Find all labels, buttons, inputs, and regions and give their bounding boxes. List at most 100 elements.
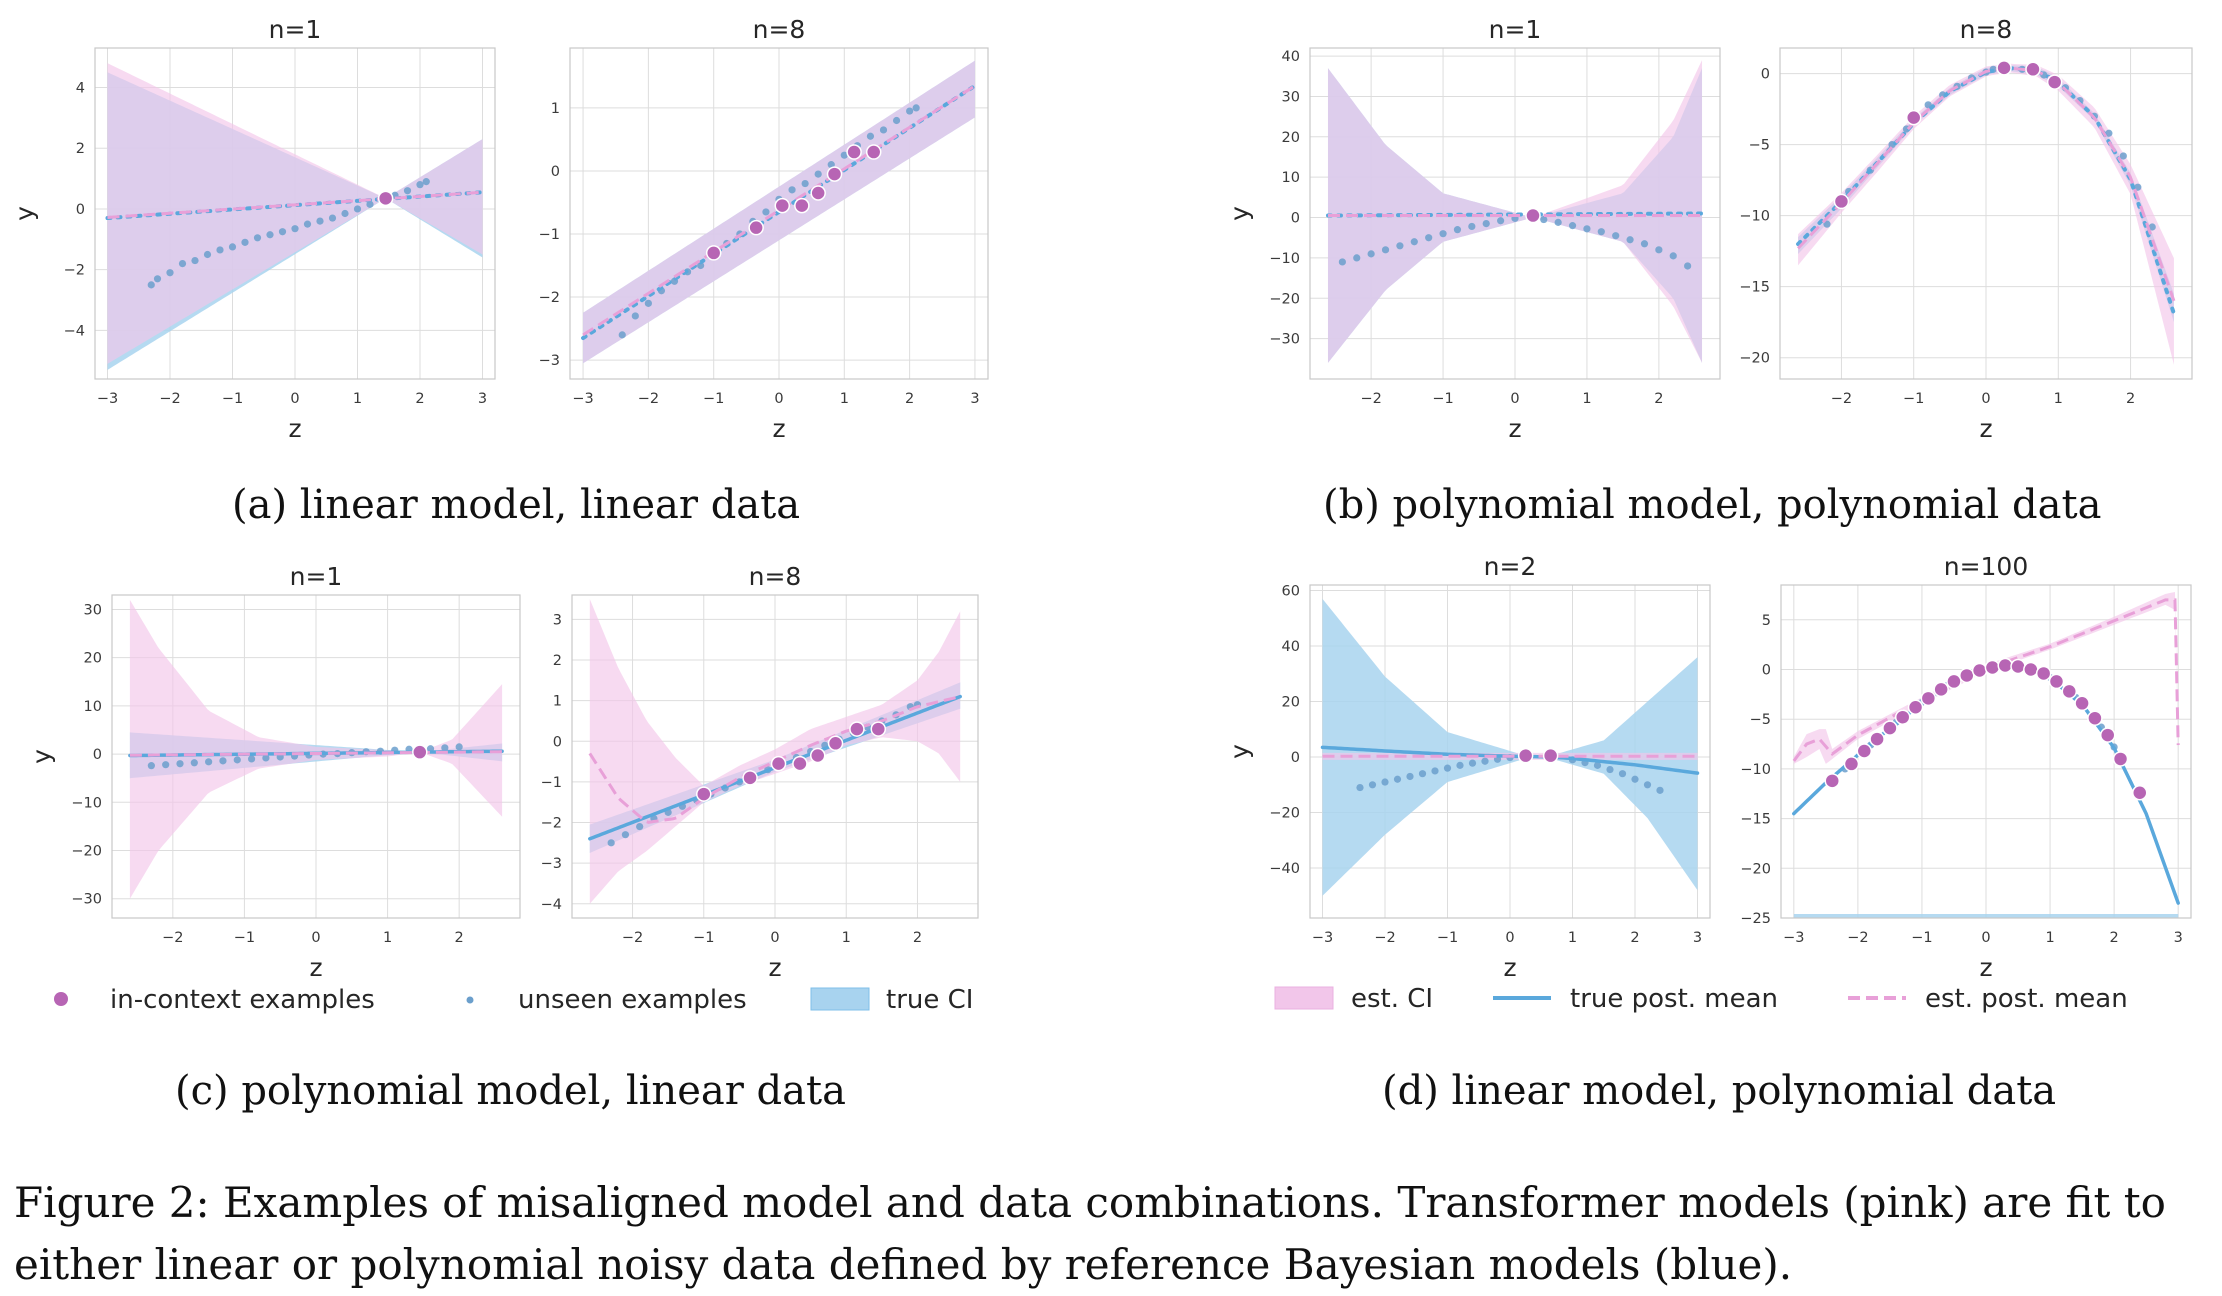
x-tick-label: 0 <box>1981 930 1990 946</box>
y-tick-label: 0 <box>1291 211 1300 227</box>
y-axis-label: y <box>1225 206 1254 221</box>
x-tick-label: −2 <box>622 930 643 946</box>
y-tick-label: −3 <box>539 353 560 369</box>
y-tick-label: −20 <box>1269 291 1300 307</box>
y-tick-label: −20 <box>1740 861 1771 877</box>
unseen-point <box>162 761 170 769</box>
y-tick-label: 4 <box>76 80 85 96</box>
unseen-point <box>353 205 362 213</box>
in-context-point <box>705 245 722 261</box>
y-tick-label: −1 <box>541 775 562 791</box>
x-axis-label: z <box>1979 414 1992 443</box>
x-tick-label: 1 <box>840 391 849 407</box>
y-tick-label: −40 <box>1269 861 1300 877</box>
est-mean-line <box>588 695 961 824</box>
unseen-point <box>1367 250 1375 258</box>
unseen-point <box>892 116 901 125</box>
legend-true-ci-label: true CI <box>886 985 973 1015</box>
legend-est-ci-label: est. CI <box>1351 984 1433 1014</box>
unseen-point <box>814 170 822 178</box>
unseen-point <box>1626 236 1634 244</box>
in-context-point <box>1996 60 2012 76</box>
plot-frame <box>571 594 979 919</box>
in-context-point <box>1843 756 1860 772</box>
unseen-point <box>422 178 430 186</box>
in-context-point <box>809 747 826 764</box>
unseen-point <box>1554 218 1562 226</box>
unseen-point <box>1418 770 1427 778</box>
est-ci-band <box>1327 60 1703 363</box>
in-context-point <box>1833 193 1850 210</box>
x-tick-label: 0 <box>1505 930 1514 946</box>
x-tick-label: 2 <box>415 391 424 407</box>
unseen-point <box>262 754 270 762</box>
y-tick-label: −2 <box>64 263 85 279</box>
unseen-point <box>1540 215 1548 224</box>
unseen-point <box>1643 781 1652 789</box>
unseen-point <box>1431 767 1439 775</box>
y-tick-label: 5 <box>1762 613 1771 629</box>
unseen-point <box>1381 246 1390 254</box>
unseen-point <box>840 151 848 159</box>
plot-frame <box>1779 47 2193 380</box>
plot-frame <box>111 594 521 919</box>
unseen-point <box>1425 234 1433 242</box>
in-context-point <box>1894 709 1911 725</box>
x-axis-label: z <box>309 953 322 982</box>
unseen-point <box>253 234 262 242</box>
in-context-point <box>1997 657 2013 674</box>
unseen-point <box>1823 220 1831 228</box>
x-tick-label: −1 <box>1432 391 1453 407</box>
unseen-point <box>441 744 449 752</box>
unseen-point <box>801 179 809 188</box>
x-tick-label: −2 <box>638 391 659 407</box>
x-tick-label: 0 <box>1510 391 1519 407</box>
panel-title: n=8 <box>1960 15 2013 44</box>
y-tick-label: −2 <box>539 290 560 306</box>
unseen-point <box>1640 240 1649 248</box>
y-tick-label: −2 <box>541 816 562 832</box>
unseen-point <box>1356 783 1364 792</box>
in-context-point <box>2046 74 2063 90</box>
y-tick-label: −10 <box>1739 209 1770 225</box>
y-tick-label: 0 <box>551 164 560 180</box>
unseen-point <box>1631 775 1639 783</box>
x-tick-label: 1 <box>2045 930 2054 946</box>
in-context-point <box>1517 747 1534 764</box>
unseen-point <box>1468 759 1477 767</box>
plot-frame <box>569 47 989 380</box>
unseen-point <box>1482 219 1490 228</box>
est-mean-line <box>1792 598 2180 762</box>
legend-right: est. CI true post. mean est. post. mean <box>1274 984 2128 1014</box>
in-context-point <box>1824 773 1840 789</box>
x-tick-label: −3 <box>1312 930 1333 946</box>
y-tick-label: −20 <box>71 844 102 860</box>
legend-true-mean-label: true post. mean <box>1570 984 1778 1014</box>
subcaption-d: (d) linear model, polynomial data <box>1382 1068 2057 1114</box>
y-tick-label: −20 <box>1739 351 1770 367</box>
panel-title: n=1 <box>269 15 322 44</box>
y-tick-label: 30 <box>1282 89 1300 105</box>
in-context-point <box>794 197 810 214</box>
unseen-point <box>1597 228 1605 236</box>
y-axis-label: y <box>27 749 56 764</box>
x-tick-label: 3 <box>1693 930 1702 946</box>
unseen-point <box>827 161 835 169</box>
legend-left: in-context examples unseen examples true… <box>54 985 973 1015</box>
x-tick-label: 2 <box>1654 391 1663 407</box>
unseen-point <box>1393 775 1402 783</box>
plot-frame <box>1309 584 1711 919</box>
y-tick-label: −10 <box>1740 762 1771 778</box>
unseen-point <box>1669 252 1677 260</box>
y-tick-label: 20 <box>1282 695 1300 711</box>
x-axis-label: z <box>768 953 781 982</box>
y-tick-label: −10 <box>71 795 102 811</box>
est-mean-line <box>582 84 976 337</box>
in-context-point <box>1959 667 1975 684</box>
x-tick-label: 1 <box>1582 391 1591 407</box>
unseen-point <box>1497 217 1505 225</box>
unseen-point <box>203 250 212 259</box>
x-tick-label: 1 <box>1568 930 1577 946</box>
in-context-point <box>377 190 394 207</box>
y-tick-label: 40 <box>1282 639 1300 655</box>
